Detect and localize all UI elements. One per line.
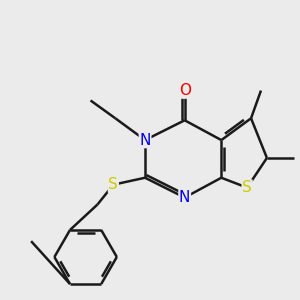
Text: N: N [140,133,151,148]
Text: S: S [242,180,252,195]
Text: N: N [179,190,190,205]
Text: O: O [179,83,191,98]
Text: S: S [109,177,118,192]
